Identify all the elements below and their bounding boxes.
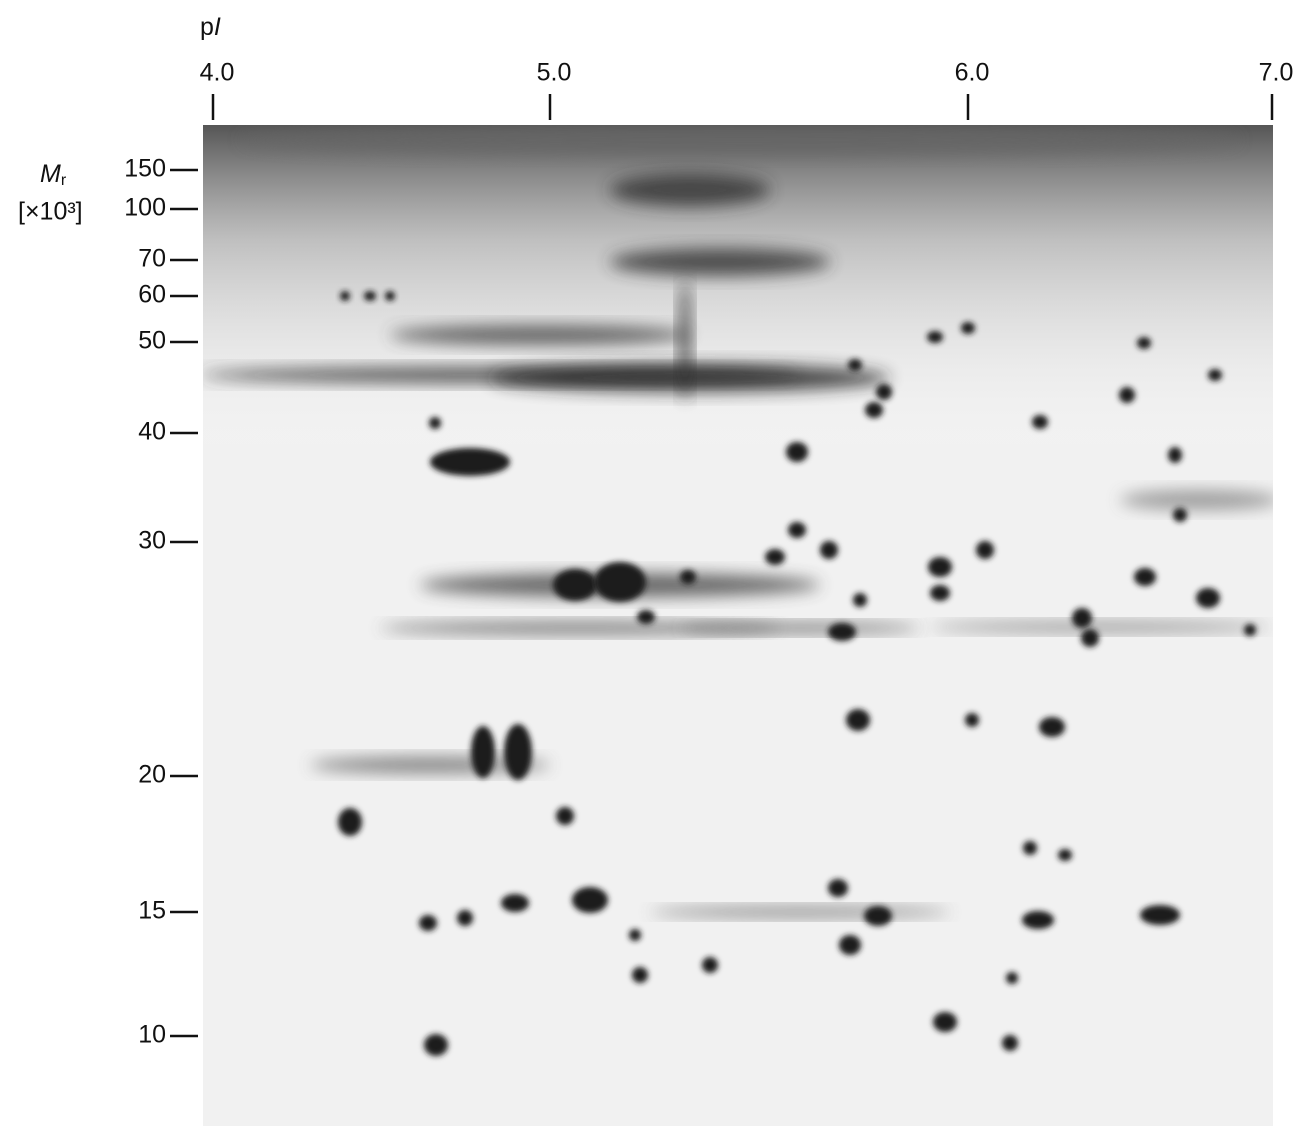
protein-spot (820, 541, 838, 559)
y-axis-unit: [×10³] (18, 198, 83, 226)
y-tick-label: 30 (138, 527, 166, 555)
protein-spot (1081, 629, 1099, 647)
y-tick-label: 20 (138, 761, 166, 789)
protein-spot (385, 291, 395, 301)
y-tick-label: 60 (138, 281, 166, 309)
y-tick-label: 150 (124, 155, 166, 183)
x-axis-label: pI (200, 13, 221, 41)
y-tick-label: 10 (138, 1021, 166, 1049)
protein-spot (828, 879, 848, 897)
protein-spot (1023, 841, 1037, 855)
protein-spot (471, 726, 495, 778)
protein-spot (876, 384, 892, 400)
protein-spot (1140, 905, 1180, 925)
protein-spot (1022, 911, 1054, 929)
protein-spot (1002, 1035, 1018, 1051)
x-tick-label: 7.0 (1259, 59, 1294, 87)
gel-streak (1120, 490, 1280, 510)
protein-spot (1137, 337, 1151, 349)
protein-spot (965, 713, 979, 727)
gel-streak (610, 248, 830, 276)
gel-streak (930, 622, 1270, 632)
protein-spot (680, 570, 696, 584)
protein-spot (976, 541, 994, 559)
protein-spot (429, 417, 441, 429)
protein-spot (1173, 508, 1187, 522)
protein-spot (927, 331, 943, 343)
y-tick-label: 100 (124, 194, 166, 222)
protein-spot (864, 906, 892, 926)
protein-spot (1032, 415, 1048, 429)
x-tick-label: 5.0 (537, 59, 572, 87)
protein-spot (853, 593, 867, 607)
x-tick-label: 6.0 (955, 59, 990, 87)
protein-spot (1006, 972, 1018, 984)
protein-spot (629, 929, 641, 941)
protein-spot (1196, 588, 1220, 608)
protein-spot (1208, 369, 1222, 381)
gel-streak (650, 907, 950, 917)
gel-streak (679, 280, 691, 400)
protein-spot (419, 915, 437, 931)
gel-streak (680, 623, 920, 633)
y-tick-label: 40 (138, 418, 166, 446)
protein-spot (457, 910, 473, 926)
protein-spot (933, 1012, 957, 1032)
gel-image (200, 125, 1280, 1126)
protein-spot (556, 807, 574, 825)
protein-spot (501, 894, 529, 912)
protein-spot (839, 935, 861, 955)
protein-spot (786, 442, 808, 462)
protein-spot (928, 557, 952, 577)
protein-spot (1039, 717, 1065, 737)
protein-spot (1058, 849, 1072, 861)
protein-spot (364, 291, 376, 301)
figure: pI Mr [×10³] 4.0 5.0 6.0 7.0 150 100 70 60 50 40 3… (0, 0, 1302, 1126)
y-label-symbol: M (40, 160, 61, 188)
gel-streak (610, 174, 770, 206)
protein-spot (338, 808, 362, 836)
y-label-subscript: r (61, 172, 67, 189)
x-label-italic: I (214, 13, 221, 41)
gel-streak (240, 126, 1240, 154)
protein-spot (594, 562, 646, 602)
protein-spot (1134, 568, 1156, 586)
protein-spot (930, 585, 950, 601)
protein-spot (1072, 608, 1092, 628)
protein-spot (424, 1034, 448, 1056)
protein-spot (765, 549, 785, 565)
gel-top-shading (203, 125, 1273, 455)
protein-spot (340, 291, 350, 301)
y-axis-label: Mr (40, 160, 67, 190)
protein-spot (504, 724, 532, 780)
protein-spot (572, 887, 608, 913)
protein-spot (848, 359, 862, 371)
y-tick-label: 50 (138, 327, 166, 355)
protein-spot (788, 522, 806, 538)
protein-spot (828, 623, 856, 641)
protein-spot (632, 967, 648, 983)
protein-spot (1119, 387, 1135, 403)
y-tick-label: 70 (138, 245, 166, 273)
protein-spot (961, 322, 975, 334)
protein-spot (637, 610, 655, 624)
protein-spot (430, 448, 510, 476)
x-label-symbol: p (200, 13, 214, 41)
protein-spot (865, 402, 883, 418)
protein-spot (553, 569, 597, 601)
protein-spot (1244, 624, 1256, 636)
protein-spot (1168, 447, 1182, 463)
protein-spot (702, 957, 718, 973)
protein-spot (846, 709, 870, 731)
gel-streak (390, 325, 690, 345)
y-tick-label: 15 (138, 897, 166, 925)
page: {"x_axis": {"label": {"symbol": "p", "it… (0, 0, 1302, 1126)
x-tick-label: 4.0 (200, 59, 235, 87)
